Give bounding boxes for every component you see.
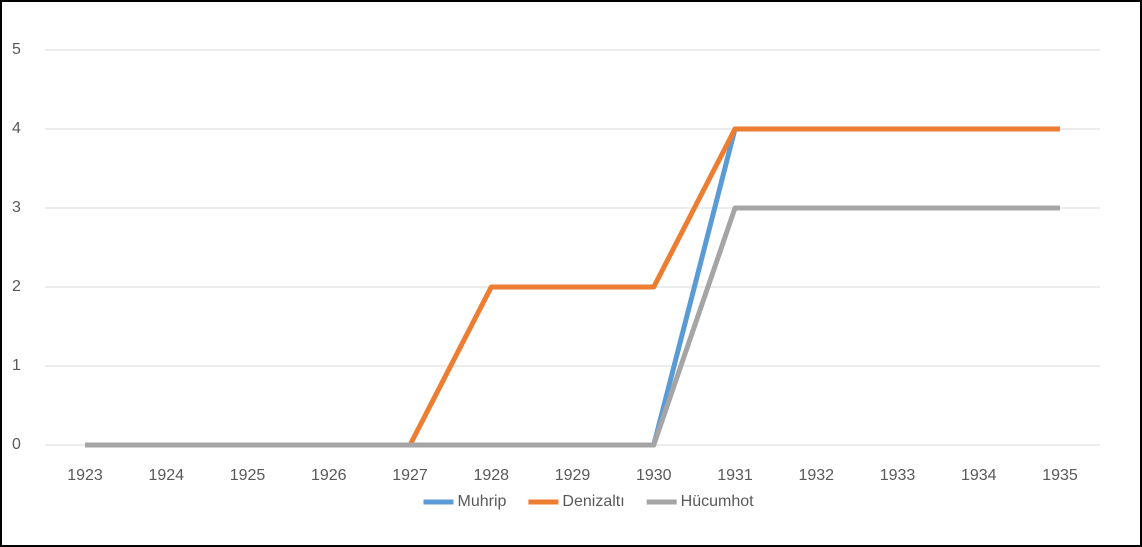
y-tick-label: 2 [12,278,21,295]
x-tick-label: 1929 [555,467,591,484]
x-tick-label: 1927 [392,467,428,484]
legend-label: Denizaltı [562,493,624,510]
x-tick-label: 1923 [67,467,103,484]
y-tick-label: 1 [12,357,21,374]
series-line [85,205,1060,448]
x-tick-label: 1924 [148,467,184,484]
x-tick-label: 1930 [636,467,672,484]
x-tick-label: 1926 [311,467,347,484]
legend-label: Hücumhot [681,493,754,510]
y-tick-label: 3 [12,199,21,216]
legend-label: Muhrip [458,493,507,510]
y-tick-label: 4 [12,120,21,137]
x-tick-label: 1931 [717,467,753,484]
x-tick-label: 1935 [1042,467,1078,484]
y-tick-label: 0 [12,436,21,453]
x-tick-label: 1932 [798,467,834,484]
x-tick-label: 1933 [880,467,916,484]
x-tick-label: 1925 [230,467,266,484]
y-tick-label: 5 [12,41,21,58]
x-tick-label: 1928 [473,467,509,484]
x-tick-label: 1934 [961,467,997,484]
